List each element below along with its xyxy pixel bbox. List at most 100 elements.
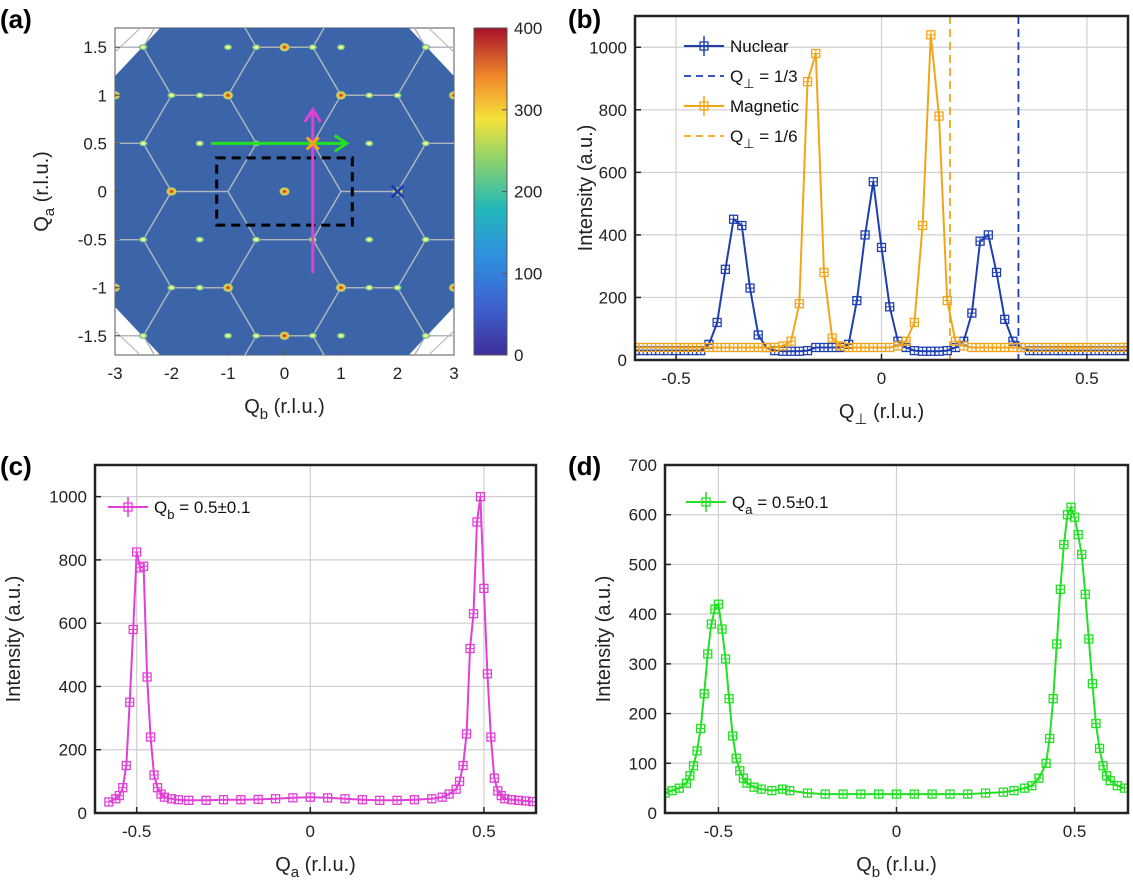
magnetic-peak <box>138 139 149 147</box>
data-point <box>991 267 1002 278</box>
data-point <box>479 583 489 594</box>
y-axis-label: Intensity (a.u.) <box>593 576 615 703</box>
integration-box <box>215 156 354 227</box>
data-point <box>852 295 862 306</box>
nuclear-peak <box>222 282 234 293</box>
data-point <box>1055 584 1065 594</box>
data-point <box>184 795 194 805</box>
legend-label: Magnetic <box>730 97 799 116</box>
data-point <box>1098 761 1108 771</box>
nuclear-peak <box>222 90 234 101</box>
panel-b-line-chart: -0.5 0 0.5 0 200 400 600 800 1000 Q⊥ (r.l.u.) Inte… <box>575 14 1130 428</box>
data-point <box>1080 589 1090 599</box>
data-point <box>909 317 920 328</box>
series-group <box>635 30 1128 356</box>
data-point <box>142 672 152 682</box>
data-point <box>868 177 878 187</box>
y-tick-label: 600 <box>629 506 657 525</box>
data-point <box>778 341 788 351</box>
x-tick-label: -3 <box>107 364 122 383</box>
x-axis-label: Qb (r.l.u.) <box>856 854 937 881</box>
series-group <box>104 491 536 807</box>
y-tick-label: 200 <box>59 741 87 760</box>
data-point <box>706 619 716 629</box>
data-point <box>149 770 159 780</box>
data-point <box>876 242 887 253</box>
y-tick-label: 1 <box>98 86 107 105</box>
data-point <box>288 793 298 803</box>
data-point <box>1073 529 1083 540</box>
data-point <box>728 731 738 741</box>
magnetic-peak <box>138 236 149 244</box>
colorbar-tick-label: 0 <box>514 346 523 365</box>
data-point <box>409 795 420 805</box>
data-point <box>838 789 848 799</box>
data-point <box>128 624 138 635</box>
data-point <box>1000 314 1010 324</box>
data-point <box>1094 743 1105 754</box>
corner-lines <box>115 28 454 355</box>
panel-d-line-chart: -0.5 0 0.5 0 100 200 300 400 500 600 700 Qb (r.l.u.… <box>593 456 1130 881</box>
x-tick-label: 0 <box>306 822 315 841</box>
nuclear-peak <box>278 330 291 341</box>
magnetic-peak <box>336 43 346 51</box>
data-point <box>703 649 713 659</box>
data-point <box>885 302 895 312</box>
y-tick-label: 300 <box>629 655 657 674</box>
data-point <box>756 784 766 794</box>
data-point <box>357 795 368 805</box>
data-point <box>458 760 468 771</box>
data-point <box>253 794 263 805</box>
x-tick-label: 1 <box>336 364 345 383</box>
data-point <box>674 783 684 793</box>
data-point <box>1041 758 1051 768</box>
data-point <box>305 792 315 802</box>
x-tick-label: -0.5 <box>661 369 690 388</box>
data-point <box>465 643 475 654</box>
data-point <box>963 789 973 799</box>
data-point <box>486 732 496 742</box>
data-point <box>767 785 777 796</box>
y-tick-label: 600 <box>599 163 627 182</box>
y-axis-label: Intensity (a.u.) <box>575 125 597 252</box>
data-point <box>720 264 731 274</box>
y-tick-label: -1 <box>92 279 107 298</box>
data-point <box>1069 512 1080 522</box>
magnetic-peak <box>251 236 262 244</box>
magnetic-peak <box>392 91 403 99</box>
y-tick-label: 200 <box>599 288 627 307</box>
magnetic-peak <box>420 139 431 147</box>
legend-marker <box>701 497 711 507</box>
data-point <box>980 788 991 798</box>
data-point <box>1034 773 1044 783</box>
magenta-arrow-head <box>303 107 322 123</box>
plot-frame <box>93 463 538 815</box>
data-point <box>753 330 763 340</box>
data-point <box>926 30 936 40</box>
y-tick-label: 500 <box>629 555 657 574</box>
data-point <box>118 783 128 793</box>
y-tick-label: 400 <box>629 605 657 624</box>
orange-cross-marker <box>305 136 320 151</box>
data-point <box>323 793 333 803</box>
magnetic-peak <box>138 332 149 340</box>
data-point <box>891 789 902 799</box>
x-tick-label: 0 <box>892 822 901 841</box>
data-point <box>427 794 437 804</box>
data-point <box>731 753 741 763</box>
legend-label: Nuclear <box>730 37 789 56</box>
panel-c-line-chart: -0.5 0 0.5 0 200 400 600 800 1000 Qa (r.l.u.) Inte… <box>3 463 538 881</box>
nuclear-peak <box>278 42 291 53</box>
x-tick-label: 0 <box>877 369 886 388</box>
y-tick-label: 200 <box>629 705 657 724</box>
data-point <box>173 795 183 805</box>
data-point <box>737 220 747 231</box>
panel-label-b: (b) <box>568 4 601 34</box>
magnetic-peak <box>194 139 205 147</box>
data-point <box>724 694 734 704</box>
nuclear-peak <box>278 186 291 197</box>
nuclear-peak <box>448 282 454 293</box>
data-point <box>1105 776 1115 786</box>
data-point <box>712 317 722 328</box>
data-point <box>375 795 385 805</box>
